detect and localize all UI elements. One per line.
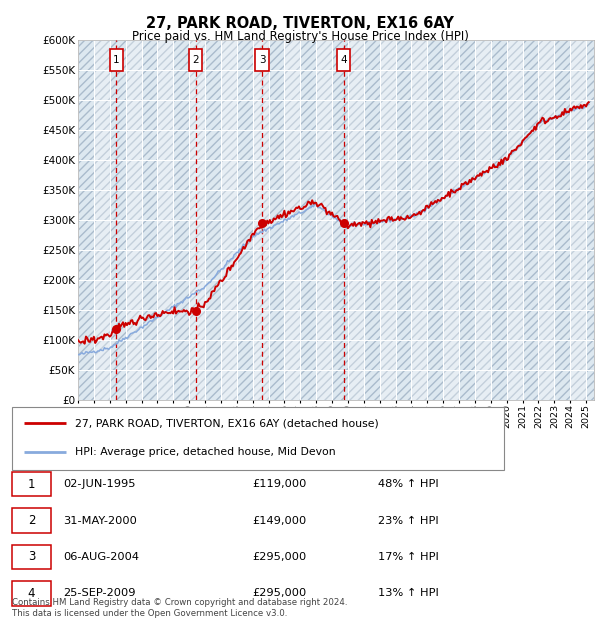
FancyBboxPatch shape	[256, 49, 269, 71]
Bar	[506, 40, 523, 400]
Text: 48% ↑ HPI: 48% ↑ HPI	[378, 479, 439, 489]
FancyBboxPatch shape	[12, 508, 51, 533]
Bar	[380, 40, 395, 400]
Text: Contains HM Land Registry data © Crown copyright and database right 2024.
This d: Contains HM Land Registry data © Crown c…	[12, 598, 347, 618]
FancyBboxPatch shape	[189, 49, 202, 71]
Text: HPI: Average price, detached house, Mid Devon: HPI: Average price, detached house, Mid …	[75, 447, 335, 458]
Bar	[157, 40, 173, 400]
Text: 2: 2	[28, 514, 35, 527]
Bar	[538, 40, 554, 400]
Text: £295,000: £295,000	[252, 588, 306, 598]
Bar	[412, 40, 427, 400]
Bar	[125, 40, 142, 400]
Text: 3: 3	[259, 55, 265, 65]
Bar	[94, 40, 110, 400]
Bar	[253, 40, 269, 400]
Text: 23% ↑ HPI: 23% ↑ HPI	[378, 516, 439, 526]
FancyBboxPatch shape	[12, 581, 51, 606]
Text: £119,000: £119,000	[252, 479, 307, 489]
Text: 1: 1	[28, 477, 35, 490]
FancyBboxPatch shape	[12, 407, 504, 471]
Text: 2: 2	[193, 55, 199, 65]
Bar	[570, 40, 586, 400]
FancyBboxPatch shape	[110, 49, 123, 71]
Text: Price paid vs. HM Land Registry's House Price Index (HPI): Price paid vs. HM Land Registry's House …	[131, 30, 469, 43]
Text: 31-MAY-2000: 31-MAY-2000	[63, 516, 137, 526]
Bar	[189, 40, 205, 400]
Text: 4: 4	[340, 55, 347, 65]
Bar	[443, 40, 459, 400]
Bar	[475, 40, 491, 400]
Text: 06-AUG-2004: 06-AUG-2004	[63, 552, 139, 562]
Bar	[221, 40, 237, 400]
Text: 4: 4	[28, 587, 35, 600]
Text: 3: 3	[28, 551, 35, 564]
Text: £149,000: £149,000	[252, 516, 306, 526]
Text: 13% ↑ HPI: 13% ↑ HPI	[378, 588, 439, 598]
FancyBboxPatch shape	[12, 472, 51, 497]
Text: 27, PARK ROAD, TIVERTON, EX16 6AY: 27, PARK ROAD, TIVERTON, EX16 6AY	[146, 16, 454, 31]
Text: 27, PARK ROAD, TIVERTON, EX16 6AY (detached house): 27, PARK ROAD, TIVERTON, EX16 6AY (detac…	[75, 418, 379, 428]
Bar	[316, 40, 332, 400]
Text: 02-JUN-1995: 02-JUN-1995	[63, 479, 136, 489]
Bar	[348, 40, 364, 400]
Bar	[284, 40, 300, 400]
FancyBboxPatch shape	[337, 49, 350, 71]
Text: £295,000: £295,000	[252, 552, 306, 562]
Text: 1: 1	[113, 55, 120, 65]
Text: 25-SEP-2009: 25-SEP-2009	[63, 588, 136, 598]
FancyBboxPatch shape	[12, 544, 51, 569]
Text: 17% ↑ HPI: 17% ↑ HPI	[378, 552, 439, 562]
